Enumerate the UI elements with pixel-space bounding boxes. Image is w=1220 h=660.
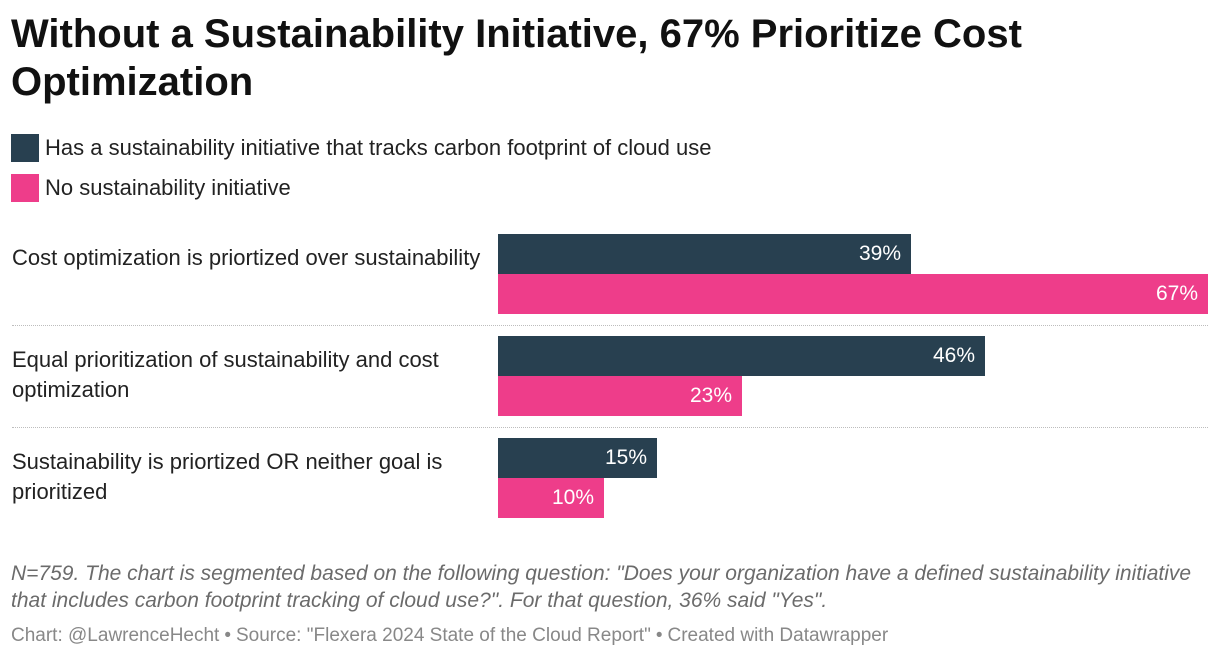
bar-value-label: 15%: [604, 446, 647, 469]
category-label: Cost optimization is priortized over sus…: [12, 245, 481, 270]
bar-sustainability-is-priort-series-1: 15%: [498, 438, 657, 478]
created-with: Created with Datawrapper: [667, 625, 889, 646]
category-label: Equal prioritization of sustainability a…: [12, 347, 439, 402]
legend-swatch-no-initiative: [11, 174, 39, 202]
legend-item-no-initiative: No sustainability initiative: [11, 168, 711, 208]
bar-value-label: 10%: [551, 486, 594, 509]
legend-item-with-initiative: Has a sustainability initiative that tra…: [11, 128, 711, 168]
bar-value-label: 46%: [932, 344, 975, 367]
group-divider: [12, 325, 1208, 326]
bar-sustainability-is-priort-series-2: 10%: [498, 478, 604, 518]
chart-footer: Chart: @LawrenceHecht • Source: "Flexera 2…: [11, 623, 888, 649]
chart-source: Source: "Flexera 2024 State of the Cloud…: [235, 625, 651, 646]
bar-cost-optimization-is-pri-series-2: 67%: [498, 274, 1208, 314]
bar-cost-optimization-is-pri-series-1: 39%: [498, 234, 911, 274]
bar-equal-prioritization-of--series-2: 23%: [498, 376, 742, 416]
footer-separator: •: [655, 625, 663, 646]
legend: Has a sustainability initiative that tra…: [11, 128, 711, 208]
category-label: Sustainability is priortized OR neither …: [12, 449, 443, 504]
bar-value-label: 67%: [1155, 282, 1198, 305]
bar-equal-prioritization-of--series-1: 46%: [498, 336, 985, 376]
legend-label-no-initiative: No sustainability initiative: [45, 175, 291, 200]
legend-label-with-initiative: Has a sustainability initiative that tra…: [45, 135, 712, 160]
bar-value-label: 39%: [858, 242, 901, 265]
bar-chart: Cost optimization is priortized over sus…: [0, 228, 1220, 528]
chart-notes: N=759. The chart is segmented based on t…: [11, 562, 1192, 612]
chart-credit: Chart: @LawrenceHecht: [11, 625, 220, 646]
footer-separator: •: [224, 625, 231, 646]
legend-swatch-with-initiative: [11, 134, 39, 162]
group-divider: [12, 427, 1208, 428]
bar-value-label: 23%: [689, 384, 732, 407]
chart-title: Without a Sustainability Initiative, 67%…: [11, 12, 1022, 104]
